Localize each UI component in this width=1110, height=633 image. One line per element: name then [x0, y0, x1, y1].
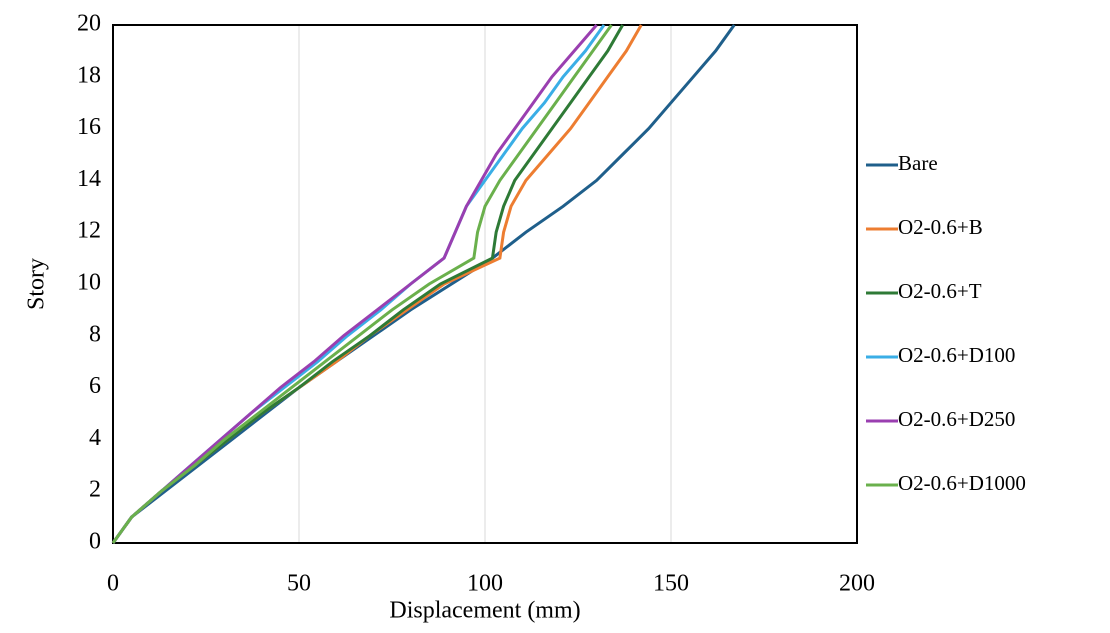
- y-tick-label: 10: [77, 270, 101, 296]
- plot-frame: [112, 24, 858, 544]
- y-tick-label: 12: [77, 218, 101, 244]
- series-line: [111, 24, 736, 544]
- x-tick-label: 200: [839, 571, 875, 597]
- x-tick-label: 50: [287, 571, 311, 597]
- y-axis-label: Story: [24, 258, 50, 310]
- y-tick-label: 8: [89, 321, 101, 347]
- y-tick-label: 4: [89, 425, 101, 451]
- legend-label: O2-0.6+D250: [898, 407, 1015, 431]
- x-tick-label: 150: [653, 571, 689, 597]
- y-tick-label: 16: [77, 114, 101, 140]
- y-tick-label: 20: [77, 11, 101, 37]
- y-tick-label: 14: [77, 166, 101, 192]
- legend-label: Bare: [898, 151, 938, 175]
- legend-label: O2-0.6+D1000: [898, 471, 1026, 495]
- y-tick-label: 2: [89, 477, 101, 503]
- series-line: [111, 24, 613, 544]
- series-line: [111, 24, 598, 544]
- y-tick-label: 0: [89, 529, 101, 555]
- y-tick-label: 6: [89, 373, 101, 399]
- legend-label: O2-0.6+T: [898, 279, 982, 303]
- x-tick-label: 100: [467, 571, 503, 597]
- legend-label: O2-0.6+B: [898, 215, 983, 239]
- y-tick-label: 18: [77, 62, 101, 88]
- x-tick-label: 0: [107, 571, 119, 597]
- series-line: [111, 24, 606, 544]
- legend-label: O2-0.6+D100: [898, 343, 1015, 367]
- x-axis-label: Displacement (mm): [389, 598, 580, 624]
